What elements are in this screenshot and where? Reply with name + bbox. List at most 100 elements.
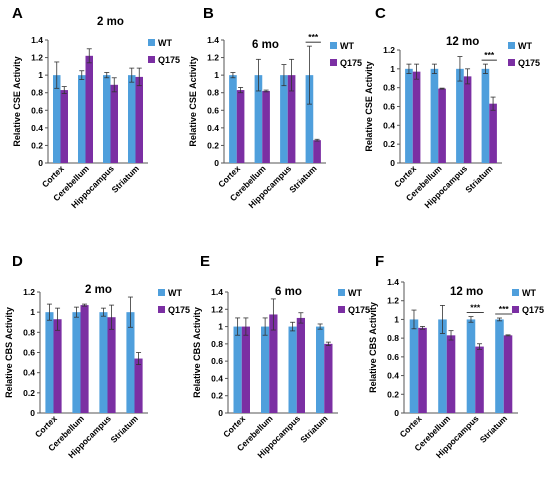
legend-label: Q175 — [522, 305, 544, 315]
y-tick-label: 0.2 — [207, 140, 219, 150]
legend-label: WT — [168, 288, 182, 298]
legend-swatch — [148, 39, 155, 46]
y-axis-label: Relative CSE Activity — [188, 56, 198, 146]
panel-e: E 6 mo 0 0.2 0.4 0.6 0.8 1 1.2 1.4 Relative CBS Ac… — [192, 253, 370, 460]
y-tick-label: 0 — [214, 158, 219, 168]
legend-label: Q175 — [348, 305, 370, 315]
bar-q175-cortex — [236, 90, 245, 163]
y-tick-label: 0.8 — [383, 83, 395, 93]
bar-wt-cortex — [405, 68, 413, 163]
significance-label: *** — [470, 303, 481, 313]
y-tick-label: 0.4 — [207, 123, 219, 133]
bar-q175-cerebellum — [269, 314, 278, 413]
y-tick-label: 1 — [390, 64, 395, 74]
y-axis-label: Relative CBS Activity — [192, 307, 202, 398]
legend-label: WT — [348, 288, 362, 298]
bar-q175-hippocampus — [463, 76, 472, 163]
bar-wt-hippocampus — [103, 75, 111, 163]
y-tick-label: 0.2 — [31, 140, 43, 150]
bar-wt-hippocampus — [280, 75, 288, 163]
y-tick-label: 1 — [394, 314, 399, 324]
legend-label: WT — [158, 38, 172, 48]
y-tick-label: 0.2 — [211, 391, 223, 401]
chart-title: 12 mo — [450, 286, 483, 298]
y-tick-label: 0.8 — [387, 333, 399, 343]
y-tick-label: 1 — [214, 70, 219, 80]
y-tick-label: 0.8 — [31, 88, 43, 98]
bar-wt-striatum — [128, 75, 136, 163]
y-tick-label: 0 — [394, 408, 399, 418]
bar-wt-cerebellum — [261, 326, 270, 413]
legend-swatch — [508, 42, 515, 49]
x-tick-label: Striatum — [478, 413, 510, 445]
y-tick-label: 0.6 — [23, 348, 35, 358]
y-tick-label: 1.4 — [31, 35, 43, 45]
y-tick-label: 0.6 — [387, 352, 399, 362]
x-tick-label: Striatum — [287, 163, 319, 195]
bar-q175-hippocampus — [110, 84, 118, 163]
y-tick-label: 1.2 — [387, 296, 399, 306]
panel-c: C 12 mo 0 0.2 0.4 0.6 0.8 1 1.2 Relative CSE Acti… — [364, 5, 540, 210]
bar-wt-cortex — [53, 75, 61, 163]
y-tick-label: 1.2 — [207, 53, 219, 63]
bar-q175-striatum — [503, 335, 513, 413]
y-tick-label: 0 — [38, 158, 43, 168]
x-tick-label: Striatum — [109, 163, 141, 195]
panel-f: F 12 mo 0 0.2 0.4 0.6 0.8 1 1.2 1.4 Relative CBS A… — [368, 253, 544, 460]
y-tick-label: 1 — [30, 307, 35, 317]
panel-a: A 2 mo 0 0.2 0.4 0.6 0.8 1 1.2 1.4 Relative CSE Ac… — [12, 5, 180, 210]
legend-swatch — [338, 306, 345, 313]
chart-title: 6 mo — [275, 286, 302, 298]
y-tick-label: 1.2 — [211, 304, 223, 314]
x-tick-label: Cortex — [33, 413, 59, 439]
legend-label: Q175 — [340, 58, 362, 68]
y-tick-label: 1.4 — [387, 277, 399, 287]
bar-wt-cerebellum — [254, 75, 263, 163]
bar-wt-striatum — [316, 326, 325, 413]
significance-label: *** — [308, 32, 319, 42]
bar-wt-cerebellum — [72, 312, 81, 413]
y-tick-label: 0.4 — [31, 123, 43, 133]
bar-wt-cortex — [233, 326, 242, 413]
bar-q175-cerebellum — [262, 90, 270, 163]
bar-wt-cerebellum — [438, 319, 447, 413]
legend-swatch — [512, 289, 519, 296]
chart-title: 6 mo — [252, 39, 279, 51]
bar-q175-hippocampus — [287, 75, 296, 163]
y-axis-label: Relative CSE Activity — [12, 56, 22, 146]
y-tick-label: 0.6 — [383, 102, 395, 112]
bar-wt-hippocampus — [99, 312, 108, 413]
legend-label: Q175 — [518, 58, 540, 68]
panel-letter: C — [375, 5, 386, 22]
y-tick-label: 1.2 — [23, 287, 35, 297]
bar-q175-hippocampus — [296, 317, 305, 413]
panel-letter: A — [12, 5, 23, 22]
bar-q175-striatum — [489, 103, 497, 163]
panel-letter: D — [12, 253, 23, 270]
bar-q175-cortex — [241, 326, 250, 413]
bar-wt-striatum — [305, 75, 314, 163]
significance-label: *** — [484, 50, 495, 60]
panel-b: B 6 mo 0 0.2 0.4 0.6 0.8 1 1.2 1.4 Relative CSE Ac… — [188, 5, 362, 210]
bar-q175-striatum — [324, 343, 333, 413]
x-tick-label: Striatum — [463, 163, 495, 195]
bar-q175-cerebellum — [446, 335, 456, 413]
legend-swatch — [330, 59, 337, 66]
panel-letter: E — [200, 253, 210, 270]
legend-swatch — [158, 289, 165, 296]
bar-q175-cerebellum — [80, 305, 89, 413]
y-tick-label: 0.8 — [211, 339, 223, 349]
bar-q175-cortex — [418, 327, 427, 413]
y-tick-label: 0.2 — [383, 139, 395, 149]
bar-wt-striatum — [481, 68, 490, 163]
y-tick-label: 0.4 — [23, 368, 35, 378]
bar-q175-striatum — [134, 358, 143, 413]
legend-swatch — [148, 56, 155, 63]
chart-title: 2 mo — [97, 16, 124, 28]
y-tick-label: 0.6 — [31, 105, 43, 115]
y-tick-label: 1.2 — [31, 53, 43, 63]
bar-wt-striatum — [495, 319, 504, 413]
chart-title: 12 mo — [446, 36, 479, 48]
legend-swatch — [330, 42, 337, 49]
legend-swatch — [508, 59, 515, 66]
